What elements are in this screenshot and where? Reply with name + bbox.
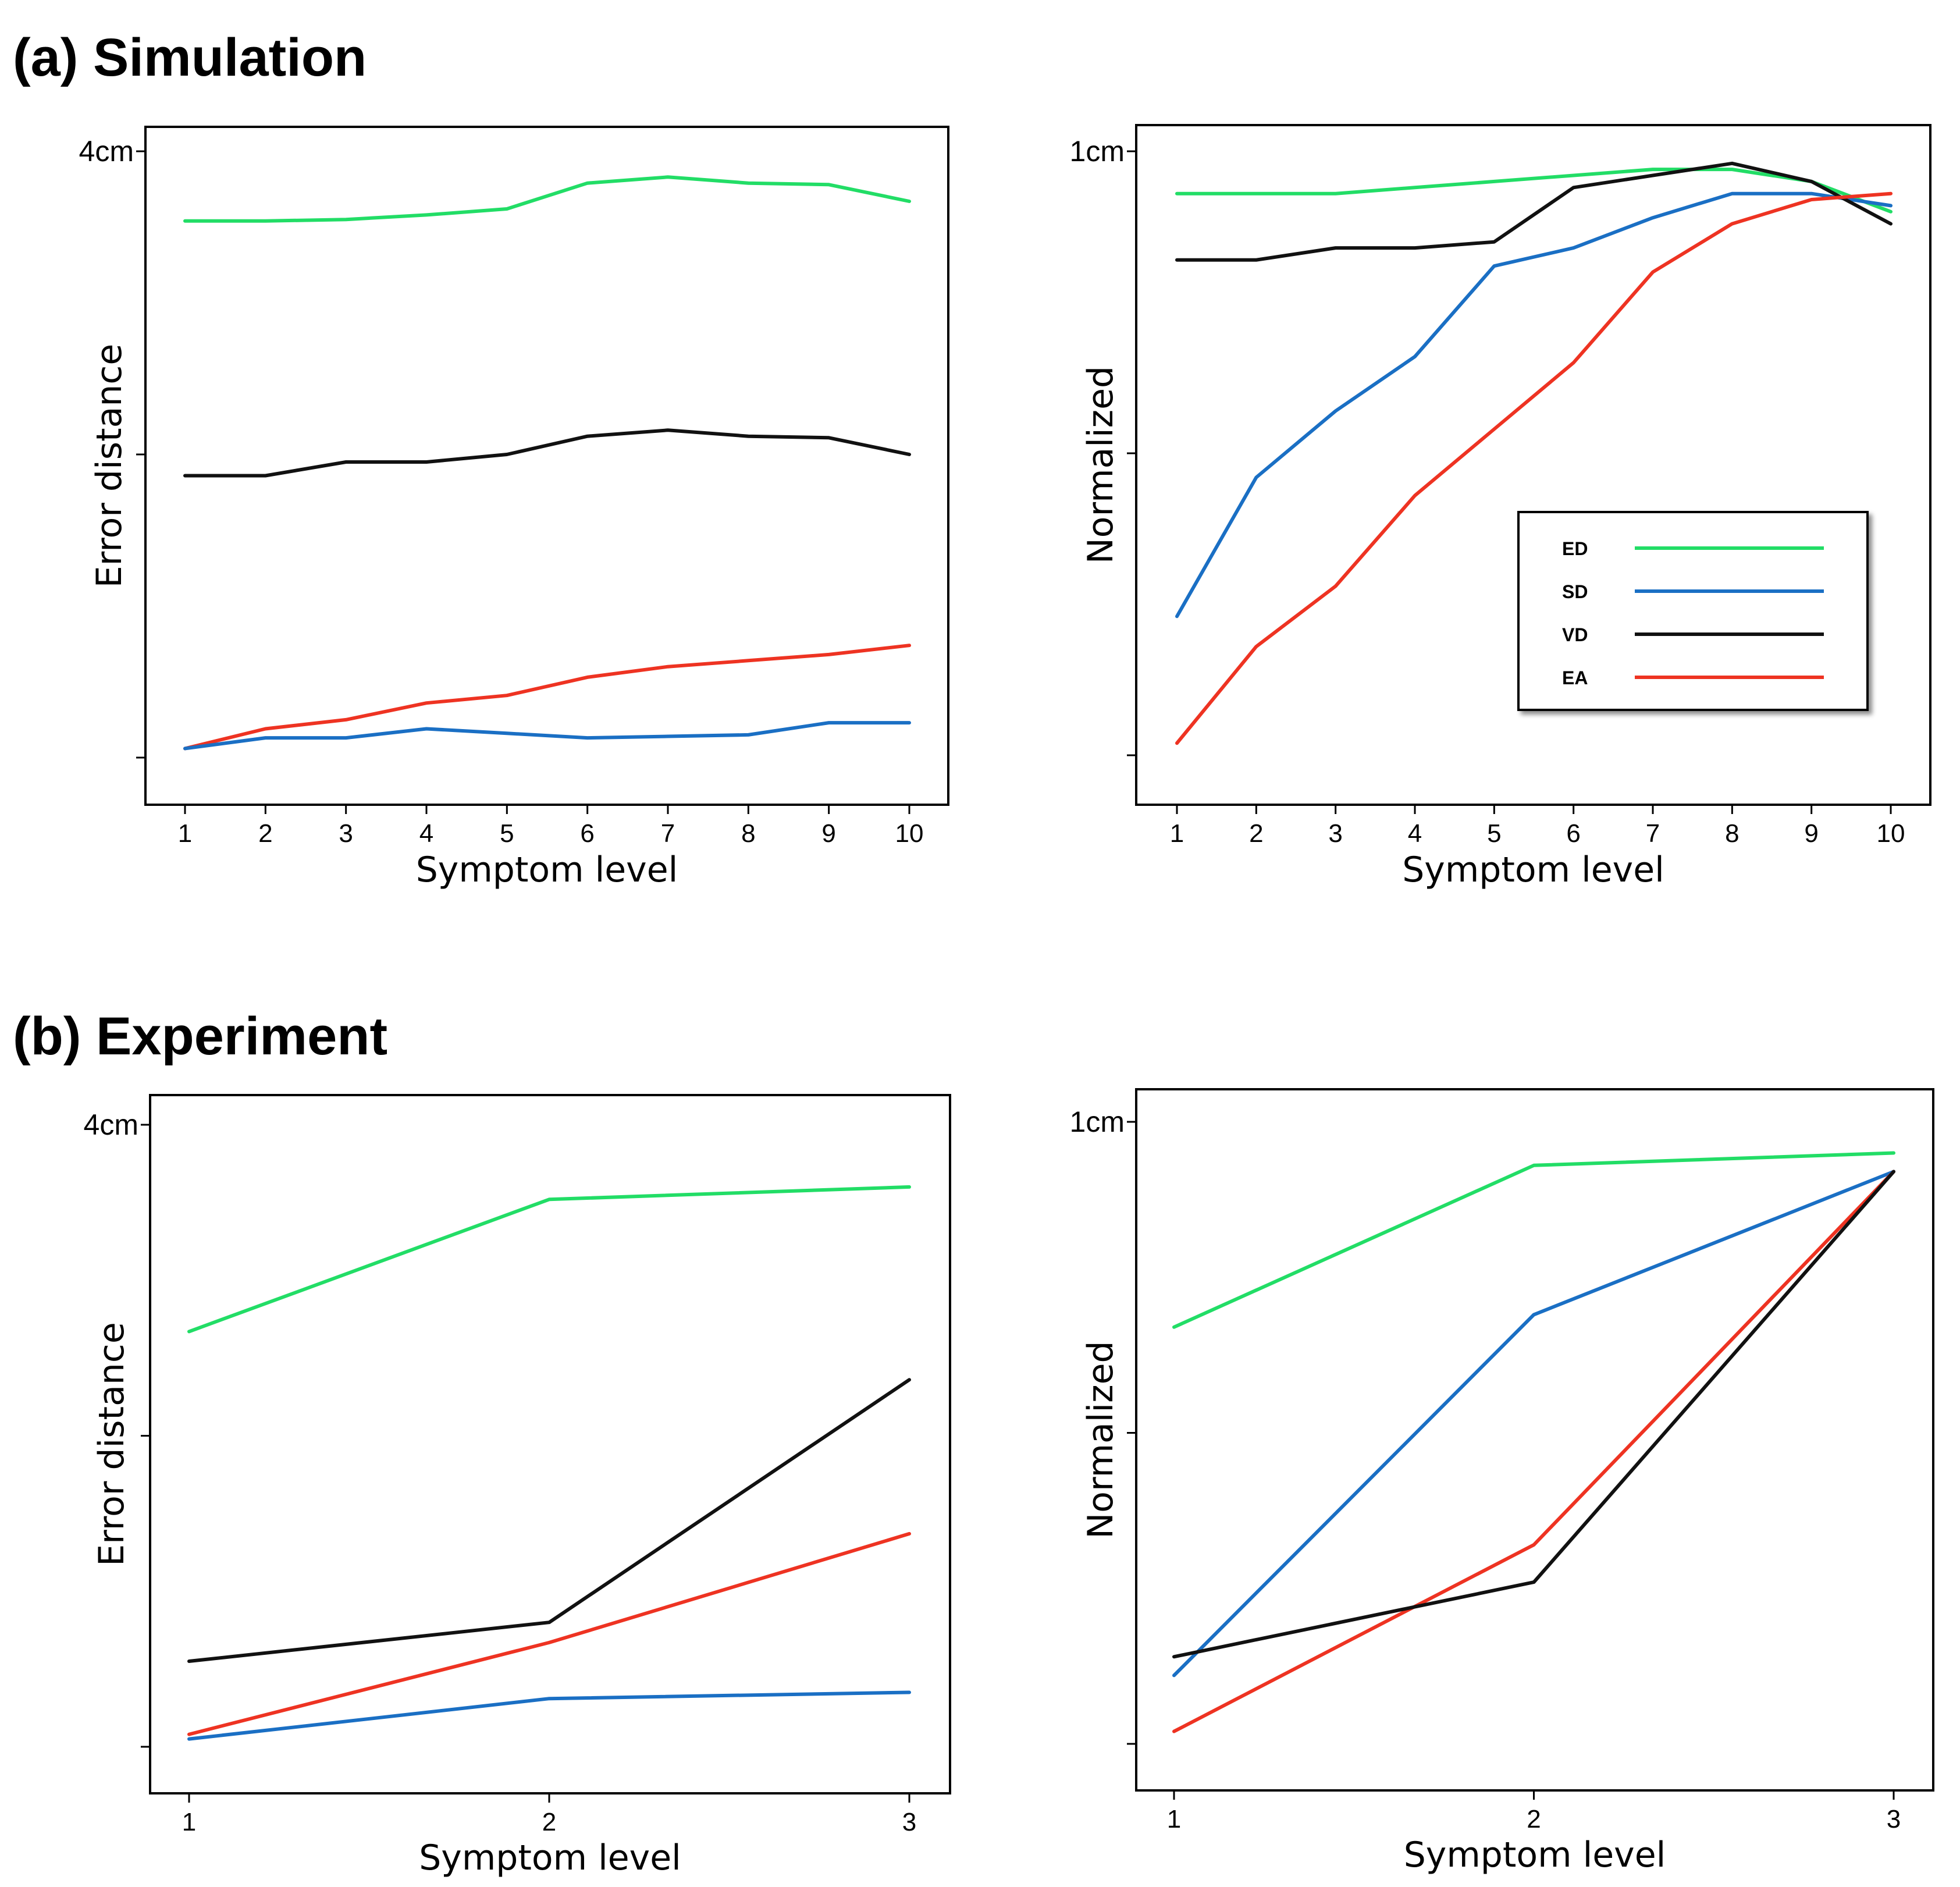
series-line-vd [183, 428, 911, 478]
chart-exp-normalized: 1 2 3 1cm Symptom level Normalized [1070, 1088, 1934, 1875]
x-tick-label: 6 [1566, 819, 1580, 848]
x-axis-label: Symptom level [1402, 850, 1664, 890]
x-axis-label: Symptom level [419, 1838, 681, 1878]
x-tick-label: 9 [1804, 819, 1818, 848]
x-tick-label: 5 [1487, 819, 1501, 848]
x-tick-label: 1 [182, 1808, 196, 1836]
plot-frame [1135, 124, 1931, 806]
x-tick-label: 2 [1249, 819, 1263, 848]
x-tick-label: 2 [1527, 1805, 1541, 1833]
series-line-sd [1175, 191, 1893, 619]
x-tick-label: 2 [258, 819, 272, 848]
series-line-vd [187, 1378, 911, 1663]
x-tick-label: 2 [542, 1808, 556, 1836]
legend: ED SD VD EA [1517, 511, 1869, 711]
series-line-ed [183, 175, 911, 223]
y-axis-label: Normalized [1080, 1341, 1121, 1538]
y-tick-label: 4cm [79, 135, 134, 168]
series-line-sd [183, 721, 911, 751]
y-tick-label: 1cm [1070, 1106, 1125, 1138]
x-tick-label: 4 [1408, 819, 1422, 848]
x-tick-label: 6 [580, 819, 594, 848]
series-line-sd [187, 1690, 911, 1741]
x-tick-label: 1 [178, 819, 192, 848]
x-tick-label: 8 [1725, 819, 1739, 848]
plot-frame [144, 126, 949, 806]
x-tick-label: 9 [821, 819, 835, 848]
x-tick-label: 1 [1170, 819, 1184, 848]
x-tick-label: 7 [661, 819, 675, 848]
series-line-sd [1172, 1170, 1895, 1678]
x-axis-label: Symptom level [416, 850, 678, 890]
x-tick-label: 4 [419, 819, 433, 848]
x-axis-label: Symptom level [1404, 1835, 1666, 1875]
x-tick-label: 5 [500, 819, 514, 848]
plot-frame [1135, 1088, 1934, 1792]
y-tick-label: 4cm [84, 1108, 138, 1141]
legend-label-ea: EA [1562, 667, 1588, 688]
series-line-ea [1175, 191, 1893, 745]
x-tick-label: 3 [1887, 1805, 1901, 1833]
series-line-vd [1172, 1170, 1895, 1659]
y-axis-label: Normalized [1080, 366, 1121, 564]
chart-panels: 1 2 3 4 5 6 7 8 9 10 4cm Symptom level Error distanc… [79, 124, 1934, 1878]
series-line-ed [187, 1185, 911, 1334]
x-tick-label: 10 [1877, 819, 1905, 848]
series-line-ed [1172, 1151, 1895, 1329]
chart-sim-normalized: 1 2 3 4 5 6 7 8 9 10 1cm Symptom level Normalized ED S… [1070, 124, 1931, 890]
y-axis-label: Error distance [91, 1322, 132, 1566]
chart-exp-error: 1 2 3 4cm Symptom level Error distance [84, 1094, 951, 1878]
series-line-ed [1175, 168, 1893, 214]
x-tick-label: 10 [895, 819, 924, 848]
x-tick-label: 8 [741, 819, 755, 848]
legend-label-sd: SD [1562, 581, 1588, 602]
section-title-simulation: (a) Simulation [13, 28, 367, 87]
legend-label-ed: ED [1562, 538, 1588, 559]
series-line-ea [183, 644, 911, 751]
x-tick-label: 3 [1328, 819, 1342, 848]
y-tick-label: 1cm [1070, 135, 1125, 168]
y-axis-label: Error distance [89, 344, 130, 588]
section-title-experiment: (b) Experiment [13, 1007, 387, 1066]
series-line-vd [1175, 161, 1893, 262]
x-tick-label: 1 [1167, 1805, 1181, 1833]
x-tick-label: 3 [902, 1808, 916, 1836]
legend-label-vd: VD [1562, 624, 1588, 645]
chart-sim-error: 1 2 3 4 5 6 7 8 9 10 4cm Symptom level Error distanc… [79, 126, 949, 890]
series-line-ea [187, 1531, 911, 1736]
x-tick-label: 7 [1646, 819, 1660, 848]
x-tick-label: 3 [339, 819, 353, 848]
series-line-ea [1172, 1170, 1895, 1733]
